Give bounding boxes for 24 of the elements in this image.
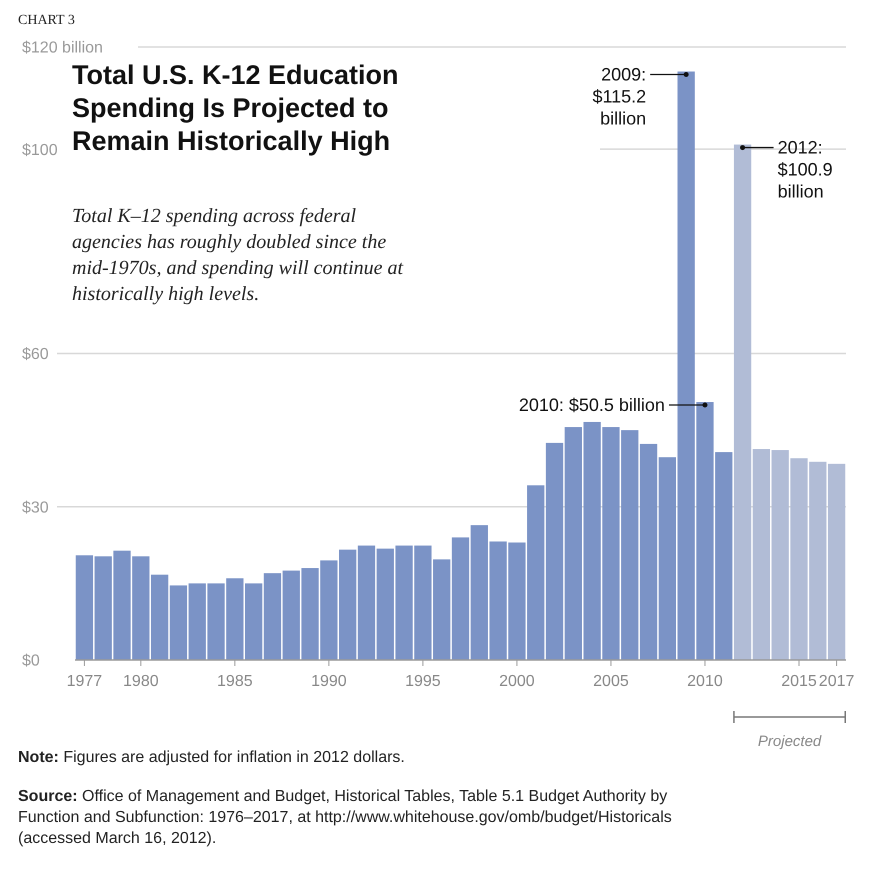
text: Total K–12 spending across federal agencies has roughly doubled since the mid-1970s, and spending will continue at historically high levels.: [72, 205, 404, 305]
source-note: Source: Office of Management and Budget, Historical Tables, Table 5.1 Budget Authority by Function and Subfunction: 1976–2017, at http://www.whitehouse.gov/omb/budget/Historicals (accessed March 16, 2012).: [18, 788, 672, 847]
annotation: 2009: $115.2 billion: [592, 64, 646, 129]
text: Note: Figures are adjusted for inflation in 2012 dollars.: [18, 749, 405, 766]
x-tick-label: 1980: [123, 673, 159, 690]
x-tick-label: 2017: [818, 673, 854, 690]
caption: CHART 3: [18, 13, 75, 28]
y-tick-label: $60: [22, 346, 49, 364]
x-tick-label: 1985: [217, 673, 253, 690]
annotation: 2012: $100.9 billion: [778, 138, 833, 202]
x-tick-label: 1990: [311, 673, 347, 690]
x-tick-label: 1977: [66, 673, 102, 690]
x-tick-label: 2000: [499, 673, 535, 690]
y-tick-label: $0: [22, 652, 40, 670]
x-tick-label: 2010: [687, 673, 723, 690]
annotation: 2010: $50.5 billion: [518, 395, 665, 416]
text: Projected: [758, 733, 822, 750]
y-tick-label: $100: [22, 142, 58, 159]
x-tick-label: 2005: [593, 673, 629, 690]
text: Total U.S. K-12 Education Spending Is Projected to Remain Historically High: [72, 60, 399, 156]
x-tick-label: 1995: [405, 673, 441, 690]
y-tick-label: $120 billion: [22, 40, 103, 57]
x-tick-label: 2015: [781, 673, 817, 690]
y-tick-label: $30: [22, 499, 49, 516]
